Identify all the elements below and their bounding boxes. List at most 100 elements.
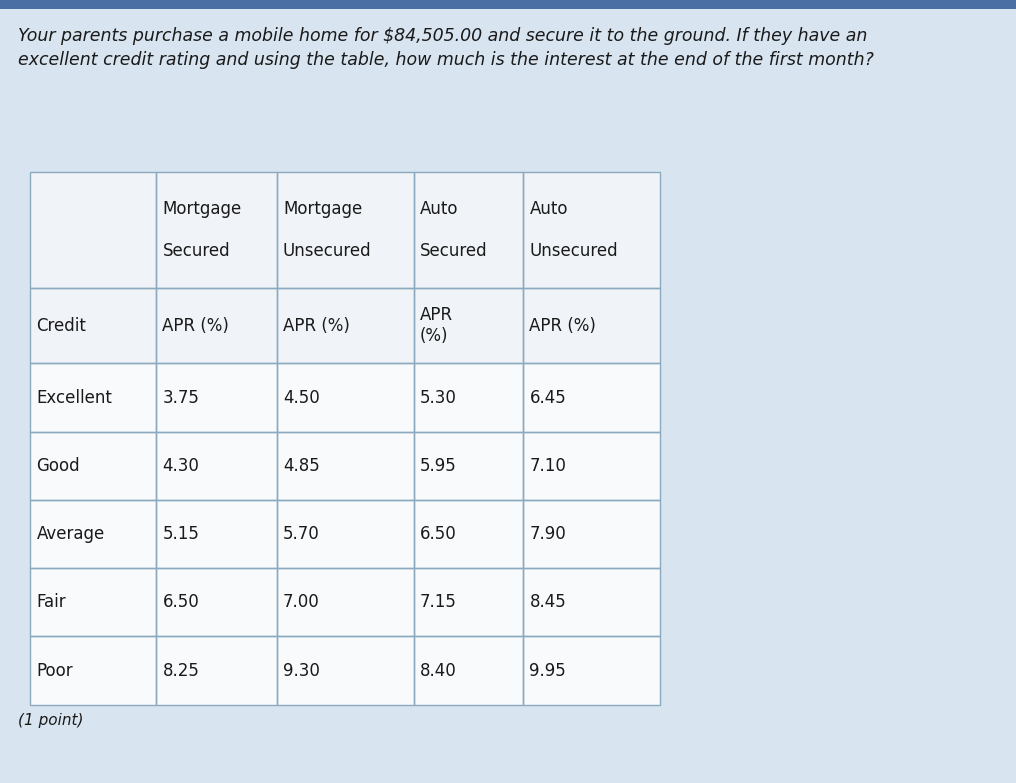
Text: 9.30: 9.30 (283, 662, 320, 680)
Bar (277, 172, 414, 288)
Bar (30, 288, 156, 363)
Bar (414, 637, 523, 705)
Bar (156, 363, 277, 431)
Text: Poor: Poor (37, 662, 73, 680)
Bar (156, 637, 277, 705)
Text: 8.25: 8.25 (163, 662, 199, 680)
Bar (523, 500, 660, 568)
Bar (30, 500, 156, 568)
Bar (30, 431, 156, 500)
Text: 8.40: 8.40 (420, 662, 456, 680)
Text: 7.10: 7.10 (529, 456, 566, 474)
Text: 7.90: 7.90 (529, 525, 566, 543)
Bar (30, 637, 156, 705)
Text: APR (%): APR (%) (163, 317, 230, 335)
Text: Your parents purchase a mobile home for $84,505.00 and secure it to the ground. : Your parents purchase a mobile home for … (18, 27, 868, 45)
Bar (414, 288, 523, 363)
Bar (156, 431, 277, 500)
Bar (30, 363, 156, 431)
Bar (277, 568, 414, 637)
Bar (156, 500, 277, 568)
Bar (414, 363, 523, 431)
Bar (523, 363, 660, 431)
Text: Auto: Auto (529, 200, 568, 218)
Bar (523, 431, 660, 500)
Text: Secured: Secured (163, 242, 230, 260)
Text: Good: Good (37, 456, 80, 474)
Bar (277, 363, 414, 431)
Text: APR (%): APR (%) (529, 317, 596, 335)
Text: 4.30: 4.30 (163, 456, 199, 474)
Text: 6.50: 6.50 (163, 594, 199, 612)
Bar (523, 568, 660, 637)
Bar (414, 431, 523, 500)
Text: Fair: Fair (37, 594, 66, 612)
Bar (523, 288, 660, 363)
Bar (30, 431, 156, 500)
Text: Auto: Auto (420, 200, 458, 218)
Text: 3.75: 3.75 (163, 388, 199, 406)
Text: Credit: Credit (37, 317, 86, 335)
Bar (30, 500, 156, 568)
Text: APR
(%): APR (%) (420, 306, 453, 345)
Bar (156, 500, 277, 568)
Text: 4.50: 4.50 (283, 388, 320, 406)
Bar (156, 431, 277, 500)
Bar (414, 363, 523, 431)
Bar (523, 288, 660, 363)
Bar (414, 172, 523, 288)
Bar (277, 288, 414, 363)
Bar (277, 172, 414, 288)
Text: Mortgage: Mortgage (163, 200, 242, 218)
Text: Mortgage: Mortgage (283, 200, 363, 218)
Bar (414, 568, 523, 637)
Text: 5.70: 5.70 (283, 525, 320, 543)
Text: (1 point): (1 point) (18, 713, 83, 727)
Bar (277, 431, 414, 500)
Bar (277, 288, 414, 363)
Text: Unsecured: Unsecured (283, 242, 372, 260)
Bar (156, 288, 277, 363)
Bar (30, 568, 156, 637)
Bar (30, 172, 156, 288)
Bar (414, 500, 523, 568)
Bar (523, 431, 660, 500)
Text: Excellent: Excellent (37, 388, 113, 406)
Bar (156, 568, 277, 637)
Bar (156, 288, 277, 363)
Bar (0, 0, 1016, 9)
Bar (277, 363, 414, 431)
Bar (414, 637, 523, 705)
Text: Unsecured: Unsecured (529, 242, 618, 260)
Bar (30, 637, 156, 705)
Bar (156, 363, 277, 431)
Text: Secured: Secured (420, 242, 488, 260)
Bar (414, 288, 523, 363)
Text: 5.30: 5.30 (420, 388, 457, 406)
Bar (523, 172, 660, 288)
Text: 5.95: 5.95 (420, 456, 456, 474)
Bar (523, 363, 660, 431)
Bar (156, 172, 277, 288)
Text: 7.00: 7.00 (283, 594, 320, 612)
Bar (414, 172, 523, 288)
Bar (277, 568, 414, 637)
Bar (30, 172, 156, 288)
Bar (156, 637, 277, 705)
Bar (277, 431, 414, 500)
Bar (156, 568, 277, 637)
Bar (414, 500, 523, 568)
Text: 7.15: 7.15 (420, 594, 457, 612)
Bar (30, 568, 156, 637)
Text: 6.45: 6.45 (529, 388, 566, 406)
Bar (414, 431, 523, 500)
Bar (523, 500, 660, 568)
Bar (277, 637, 414, 705)
Text: 8.45: 8.45 (529, 594, 566, 612)
Bar (277, 637, 414, 705)
Text: excellent credit rating and using the table, how much is the interest at the end: excellent credit rating and using the ta… (18, 52, 874, 70)
Text: APR (%): APR (%) (283, 317, 350, 335)
Bar (523, 172, 660, 288)
Text: Average: Average (37, 525, 105, 543)
Bar (277, 500, 414, 568)
